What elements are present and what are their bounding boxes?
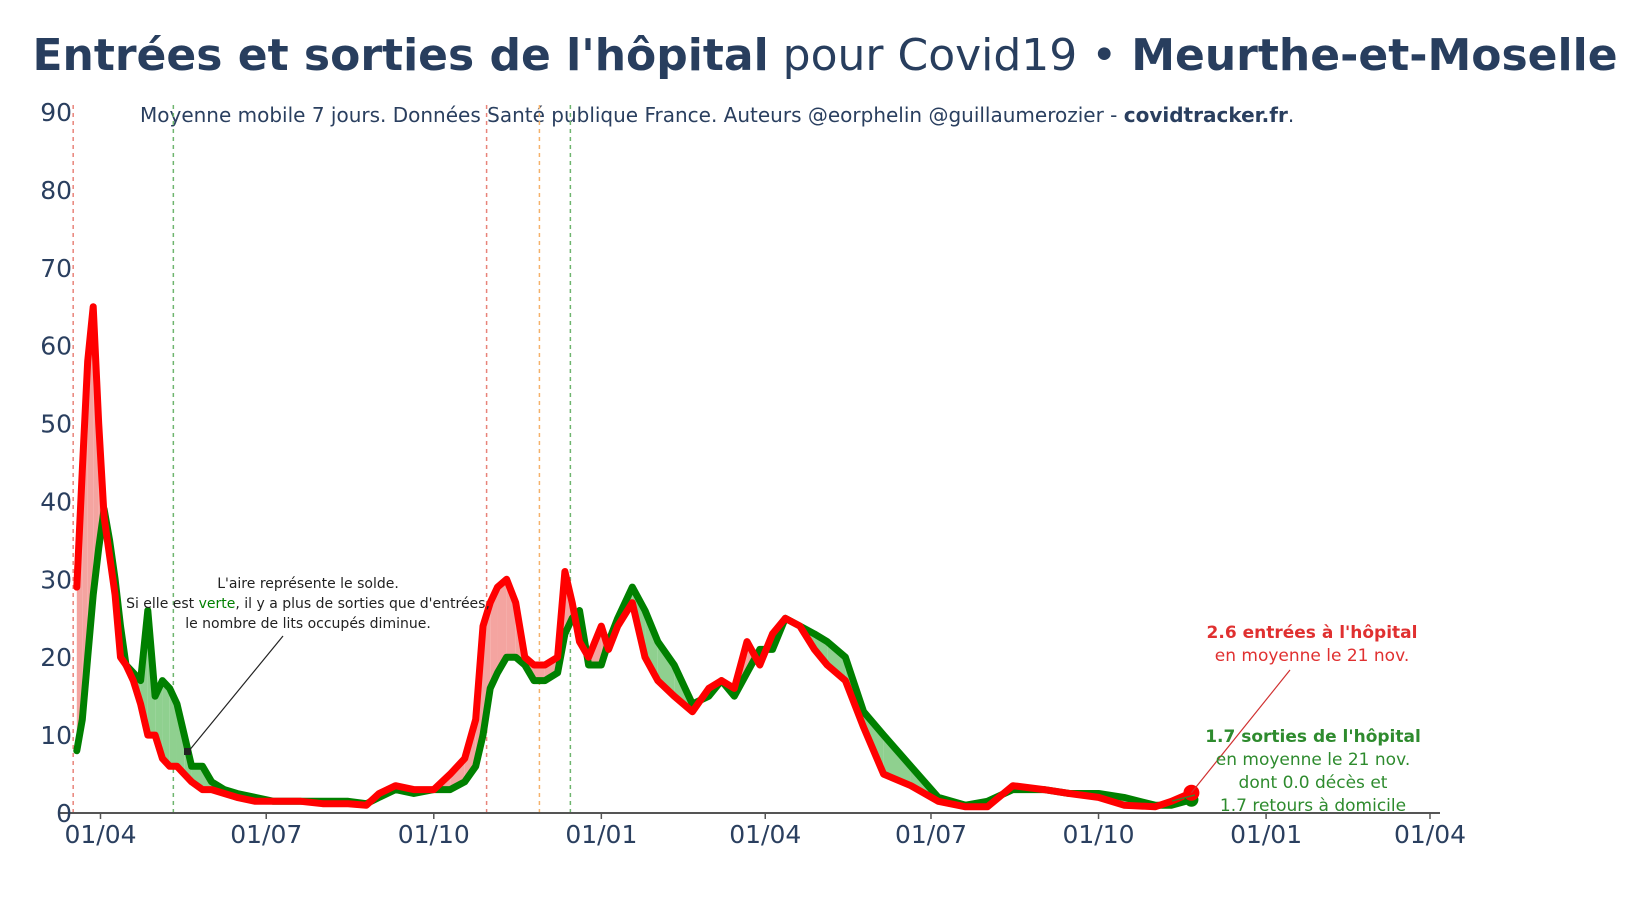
axes: 0 10 20 30 40 50 60 70 80 90 01/04 01/07 01/10 01/01 0… (40, 98, 1466, 849)
x-tick-6: 01/10 (1063, 820, 1135, 849)
y-tick-10: 10 (40, 721, 72, 750)
balance-area (76, 306, 1192, 807)
x-tick-0: 01/04 (64, 820, 136, 849)
sorties-sub2: dont 0.0 décès et (1239, 773, 1388, 793)
y-tick-80: 80 (40, 176, 72, 205)
chart-subtitle: Moyenne mobile 7 jours. Données Santé pu… (140, 103, 1294, 127)
balance-segment-66 (827, 641, 846, 681)
sorties-annotation: 1.7 sorties de l'hôpital en moyenne le 2… (1171, 727, 1421, 816)
y-tick-60: 60 (40, 332, 72, 361)
x-tick-8: 01/04 (1394, 820, 1466, 849)
y-tick-30: 30 (40, 565, 72, 594)
sorties-sub3: 1.7 retours à domicile (1220, 796, 1406, 816)
y-tick-20: 20 (40, 643, 72, 672)
note-line2-c: , il y a plus de sorties que d'entrées, (235, 596, 490, 612)
title-part1: Entrées et sorties de l'hôpital (32, 30, 769, 81)
y-tick-70: 70 (40, 254, 72, 283)
note-line3: le nombre de lits occupés diminue. (185, 616, 431, 632)
balance-segment-38 (497, 579, 507, 673)
entrees-arrow (1190, 669, 1291, 794)
balance-segment-42 (533, 665, 545, 681)
title-part3: Meurthe-et-Moselle (1131, 30, 1618, 81)
balance-segment-14 (162, 680, 170, 767)
note-line2-b: verte (199, 596, 236, 612)
y-tick-40: 40 (40, 487, 72, 516)
series-line-entrees (73, 303, 1195, 811)
x-tick-1: 01/07 (230, 820, 302, 849)
sorties-arrow (1171, 794, 1196, 802)
vertical-reference-lines (72, 105, 572, 813)
y-tick-90: 90 (40, 98, 72, 127)
x-tick-7: 01/01 (1230, 820, 1302, 849)
y-tick-0: 0 (56, 799, 72, 828)
sorties-bold: 1.7 sorties de l'hôpital (1205, 727, 1421, 747)
subtitle-end: . (1287, 103, 1295, 127)
entrees-sub: en moyenne le 21 nov. (1215, 646, 1409, 666)
note-arrow (187, 635, 284, 753)
series-lines (73, 303, 1200, 811)
entrees-bold: 2.6 entrées à l'hôpital (1207, 623, 1418, 643)
chart-title: Entrées et sorties de l'hôpital pour Cov… (0, 30, 1650, 81)
note-line2: Si elle est verte, il y a plus de sortie… (126, 596, 490, 612)
x-tick-3: 01/01 (565, 820, 637, 849)
x-tick-2: 01/10 (398, 820, 470, 849)
note-line1: L'aire représente le solde. (217, 576, 399, 592)
title-part2: pour Covid19 • (768, 30, 1132, 81)
x-tick-5: 01/07 (895, 820, 967, 849)
note-arrow-head (184, 748, 191, 755)
series-line-sorties (73, 505, 1195, 809)
y-tick-50: 50 (40, 410, 72, 439)
subtitle-site: covidtracker.fr (1123, 103, 1288, 127)
subtitle-text: Moyenne mobile 7 jours. Données Santé pu… (140, 103, 1124, 127)
entrees-annotation: 2.6 entrées à l'hôpital en moyenne le 21… (1190, 623, 1418, 794)
balance-segment-37 (490, 587, 498, 689)
note-annotation: L'aire représente le solde. Si elle est … (126, 576, 490, 755)
sorties-sub1: en moyenne le 21 nov. (1216, 750, 1410, 770)
note-line2-a: Si elle est (126, 596, 199, 612)
x-tick-4: 01/04 (729, 820, 801, 849)
